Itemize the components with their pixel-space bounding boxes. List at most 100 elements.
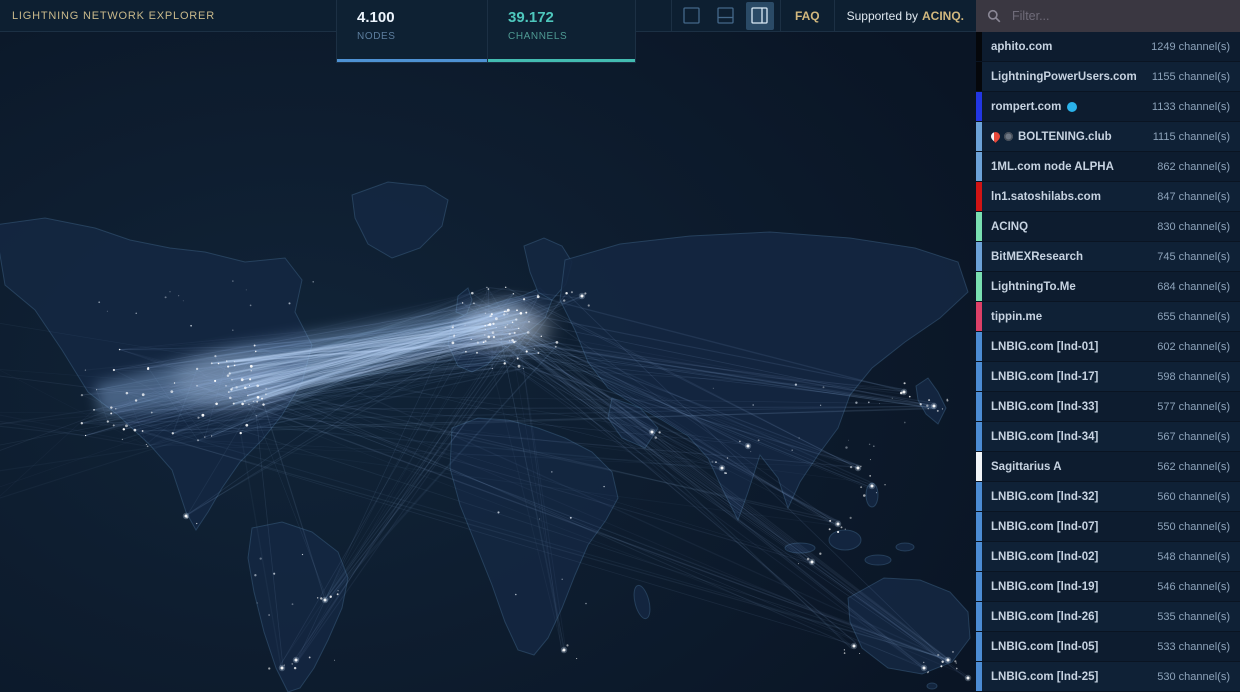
node-color-bar: [976, 272, 982, 301]
node-color-bar: [976, 482, 982, 511]
node-channel-count: 535 channel(s): [1157, 610, 1230, 623]
node-name: LNBIG.com [lnd-07]: [991, 520, 1099, 533]
node-channel-count: 1155 channel(s): [1151, 70, 1230, 83]
node-name: LNBIG.com [lnd-26]: [991, 610, 1099, 623]
node-name: Sagittarius A: [991, 460, 1062, 473]
node-row[interactable]: ACINQ 830 channel(s): [976, 212, 1240, 242]
node-channel-count: 1115 channel(s): [1152, 130, 1230, 143]
node-color-bar: [976, 602, 982, 631]
nodes-underline: [337, 59, 487, 62]
node-channel-count: 830 channel(s): [1157, 220, 1230, 233]
node-channel-count: 862 channel(s): [1157, 160, 1230, 173]
node-row[interactable]: LNBIG.com [lnd-33] 577 channel(s): [976, 392, 1240, 422]
node-color-bar: [976, 542, 982, 571]
atlantic-glow-layer: [95, 300, 549, 415]
acinq-link[interactable]: ACINQ.: [922, 8, 964, 23]
map-canvas[interactable]: [0, 0, 976, 692]
node-color-bar: [976, 182, 982, 211]
node-channel-count: 533 channel(s): [1157, 640, 1230, 653]
view-split-vertical-button[interactable]: [745, 1, 774, 30]
node-channel-count: 847 channel(s): [1157, 190, 1230, 203]
network-links-layer: [0, 280, 972, 682]
node-channel-count: 548 channel(s): [1157, 550, 1230, 563]
node-row[interactable]: LNBIG.com [lnd-19] 546 channel(s): [976, 572, 1240, 602]
node-channel-count: 577 channel(s): [1157, 400, 1230, 413]
node-row[interactable]: BitMEXResearch 745 channel(s): [976, 242, 1240, 272]
node-row[interactable]: aphito.com 1249 channel(s): [976, 32, 1240, 62]
split-horizontal-icon: [717, 7, 735, 24]
node-channel-count: 550 channel(s): [1157, 520, 1230, 533]
node-name: rompert.com: [991, 101, 1078, 113]
node-row[interactable]: rompert.com 1133 channel(s): [976, 92, 1240, 122]
node-channel-count: 1133 channel(s): [1151, 100, 1230, 113]
channels-label: CHANNELS: [508, 31, 568, 42]
node-channel-count: 598 channel(s): [1157, 370, 1230, 383]
node-color-bar: [976, 62, 982, 91]
single-pane-icon: [683, 7, 701, 24]
split-vertical-icon: [751, 7, 769, 24]
node-name: LNBIG.com [lnd-05]: [991, 640, 1099, 653]
node-name: LNBIG.com [lnd-34]: [991, 430, 1099, 443]
supported-by-label: Supported by: [846, 8, 918, 23]
node-name: LightningPowerUsers.com: [991, 70, 1137, 83]
node-row[interactable]: LNBIG.com [lnd-01] 602 channel(s): [976, 332, 1240, 362]
node-color-bar: [976, 152, 982, 181]
node-row[interactable]: LNBIG.com [lnd-07] 550 channel(s): [976, 512, 1240, 542]
node-channel-count: 1249 channel(s): [1151, 40, 1230, 53]
node-color-bar: [976, 572, 982, 601]
node-color-bar: [976, 32, 982, 61]
node-channel-count: 546 channel(s): [1157, 580, 1230, 593]
node-color-bar: [976, 362, 982, 391]
node-color-bar: [976, 632, 982, 661]
node-row[interactable]: LNBIG.com [lnd-34] 567 channel(s): [976, 422, 1240, 452]
node-row[interactable]: ln1.satoshilabs.com 847 channel(s): [976, 182, 1240, 212]
view-mode-buttons: [670, 0, 780, 32]
node-channel-count: 560 channel(s): [1157, 490, 1230, 503]
app-title: LIGHTNING NETWORK EXPLORER: [12, 9, 215, 22]
node-color-bar: [976, 212, 982, 241]
node-color-bar: [976, 332, 982, 361]
node-list: aphito.com 1249 channel(s) LightningPowe…: [976, 32, 1240, 692]
node-row[interactable]: LNBIG.com [lnd-26] 535 channel(s): [976, 602, 1240, 632]
filter-input[interactable]: [1010, 8, 1224, 24]
view-single-pane-button[interactable]: [678, 2, 706, 30]
node-name: tippin.me: [991, 310, 1043, 323]
network-stats-panel: 4.100 NODES 39.172 CHANNELS: [336, 0, 636, 63]
node-channel-count: 655 channel(s): [1157, 310, 1230, 323]
node-channel-count: 684 channel(s): [1157, 280, 1230, 293]
node-channel-count: 567 channel(s): [1157, 430, 1230, 443]
search-icon: [987, 9, 1001, 23]
node-color-bar: [976, 392, 982, 421]
node-name: LNBIG.com [lnd-01]: [991, 340, 1099, 353]
node-channel-count: 530 channel(s): [1157, 670, 1230, 683]
node-color-bar: [976, 122, 982, 151]
node-row[interactable]: LNBIG.com [lnd-02] 548 channel(s): [976, 542, 1240, 572]
view-split-horizontal-button[interactable]: [712, 2, 740, 30]
node-color-bar: [976, 452, 982, 481]
stat-nodes-tab[interactable]: 4.100 NODES: [337, 0, 487, 62]
faq-button[interactable]: FAQ: [779, 0, 835, 32]
rocket-icon: [989, 130, 1002, 143]
channels-underline: [488, 59, 635, 62]
node-row[interactable]: LNBIG.com [lnd-32] 560 channel(s): [976, 482, 1240, 512]
node-row[interactable]: 1ML.com node ALPHA 862 channel(s): [976, 152, 1240, 182]
node-row[interactable]: LightningPowerUsers.com 1155 channel(s): [976, 62, 1240, 92]
node-name: 1ML.com node ALPHA: [991, 160, 1114, 173]
node-name: LNBIG.com [lnd-32]: [991, 490, 1099, 503]
node-row[interactable]: LNBIG.com [lnd-25] 530 channel(s): [976, 662, 1240, 692]
node-color-bar: [976, 512, 982, 541]
node-name: LightningTo.Me: [991, 280, 1076, 293]
node-row[interactable]: LNBIG.com [lnd-05] 533 channel(s): [976, 632, 1240, 662]
node-row[interactable]: LNBIG.com [lnd-17] 598 channel(s): [976, 362, 1240, 392]
node-name: LNBIG.com [lnd-33]: [991, 400, 1099, 413]
node-row[interactable]: Sagittarius A 562 channel(s): [976, 452, 1240, 482]
node-row[interactable]: LightningTo.Me 684 channel(s): [976, 272, 1240, 302]
stat-channels-tab[interactable]: 39.172 CHANNELS: [487, 0, 635, 62]
node-row[interactable]: BOLTENING.club 1115 channel(s): [976, 122, 1240, 152]
supported-by: Supported by ACINQ.: [835, 0, 976, 32]
blue-circle-icon: [1067, 101, 1078, 112]
node-row[interactable]: tippin.me 655 channel(s): [976, 302, 1240, 332]
node-sidebar: aphito.com 1249 channel(s) LightningPowe…: [976, 0, 1240, 692]
node-channel-count: 745 channel(s): [1157, 250, 1230, 263]
